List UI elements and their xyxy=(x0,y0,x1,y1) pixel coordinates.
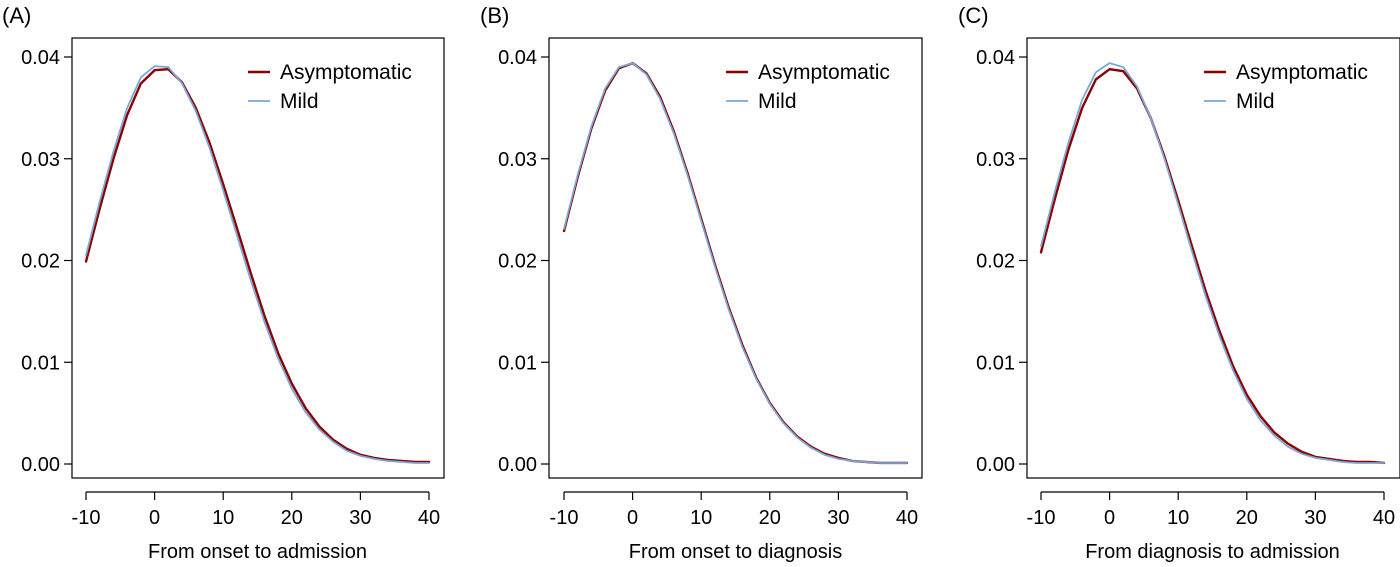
y-tick-label: 0.03 xyxy=(21,149,60,171)
x-tick-label: 0 xyxy=(149,507,160,529)
x-tick-label: 10 xyxy=(212,507,234,529)
y-tick-label: 0.00 xyxy=(976,454,1015,476)
y-tick-label: 0.01 xyxy=(976,352,1015,374)
y-tick-label: 0.00 xyxy=(21,454,60,476)
legend-label: Asymptomatic xyxy=(758,61,890,84)
panel-label: (C) xyxy=(958,3,989,28)
x-tick-label: 40 xyxy=(896,507,918,529)
y-tick-label: 0.04 xyxy=(21,47,60,69)
panel-label: (A) xyxy=(2,3,31,28)
x-axis-label: From onset to admission xyxy=(148,541,367,563)
y-tick-label: 0.01 xyxy=(498,352,537,374)
series-line-mild xyxy=(85,65,430,464)
legend-label: Asymptomatic xyxy=(280,61,412,84)
y-tick-label: 0.01 xyxy=(21,352,60,374)
series-line-mild xyxy=(563,62,908,464)
y-tick-label: 0.04 xyxy=(498,47,537,69)
legend-label: Mild xyxy=(280,90,319,113)
x-axis-label: From onset to diagnosis xyxy=(629,541,842,563)
series-line-mild xyxy=(1040,62,1385,464)
chart-panel: (C) 0.00 0.01 0.02 0.03 0.04 -10 0 10 20 30 40 From … xyxy=(958,3,1400,563)
plot-frame xyxy=(548,37,923,479)
x-tick-label: 40 xyxy=(1373,507,1395,529)
chart-panel: (A) 0.00 0.01 0.02 0.03 0.04 -10 0 10 20 30 40 From … xyxy=(2,3,445,563)
series-line-asymptomatic xyxy=(562,61,909,465)
x-tick-label: -10 xyxy=(1027,507,1056,529)
x-axis-label: From diagnosis to admission xyxy=(1085,541,1340,563)
x-tick-label: 30 xyxy=(1304,507,1326,529)
legend-label: Mild xyxy=(1236,90,1275,113)
y-tick-label: 0.04 xyxy=(976,47,1015,69)
x-tick-label: 0 xyxy=(1104,507,1115,529)
x-tick-label: 40 xyxy=(418,507,440,529)
x-tick-label: 30 xyxy=(349,507,371,529)
x-tick-label: 20 xyxy=(1236,507,1258,529)
x-tick-label: 30 xyxy=(827,507,849,529)
x-tick-label: -10 xyxy=(72,507,101,529)
legend-label: Asymptomatic xyxy=(1236,61,1368,84)
panel-label: (B) xyxy=(480,3,509,28)
x-tick-label: 20 xyxy=(759,507,781,529)
series-line-asymptomatic xyxy=(1039,68,1386,465)
y-tick-label: 0.00 xyxy=(498,454,537,476)
legend-label: Mild xyxy=(758,90,797,113)
y-tick-label: 0.02 xyxy=(976,251,1015,273)
x-tick-label: 0 xyxy=(627,507,638,529)
plot-frame xyxy=(1026,37,1400,479)
plot-frame xyxy=(71,37,445,479)
x-tick-label: 20 xyxy=(281,507,303,529)
y-tick-label: 0.02 xyxy=(21,251,60,273)
series-line-asymptomatic xyxy=(84,68,431,464)
x-tick-label: 10 xyxy=(690,507,712,529)
chart-panel: (B) 0.00 0.01 0.02 0.03 0.04 -10 0 10 20 30 40 From … xyxy=(480,3,923,563)
y-tick-label: 0.03 xyxy=(498,149,537,171)
y-tick-label: 0.02 xyxy=(498,251,537,273)
x-tick-label: 10 xyxy=(1167,507,1189,529)
y-tick-label: 0.03 xyxy=(976,149,1015,171)
x-tick-label: -10 xyxy=(550,507,579,529)
